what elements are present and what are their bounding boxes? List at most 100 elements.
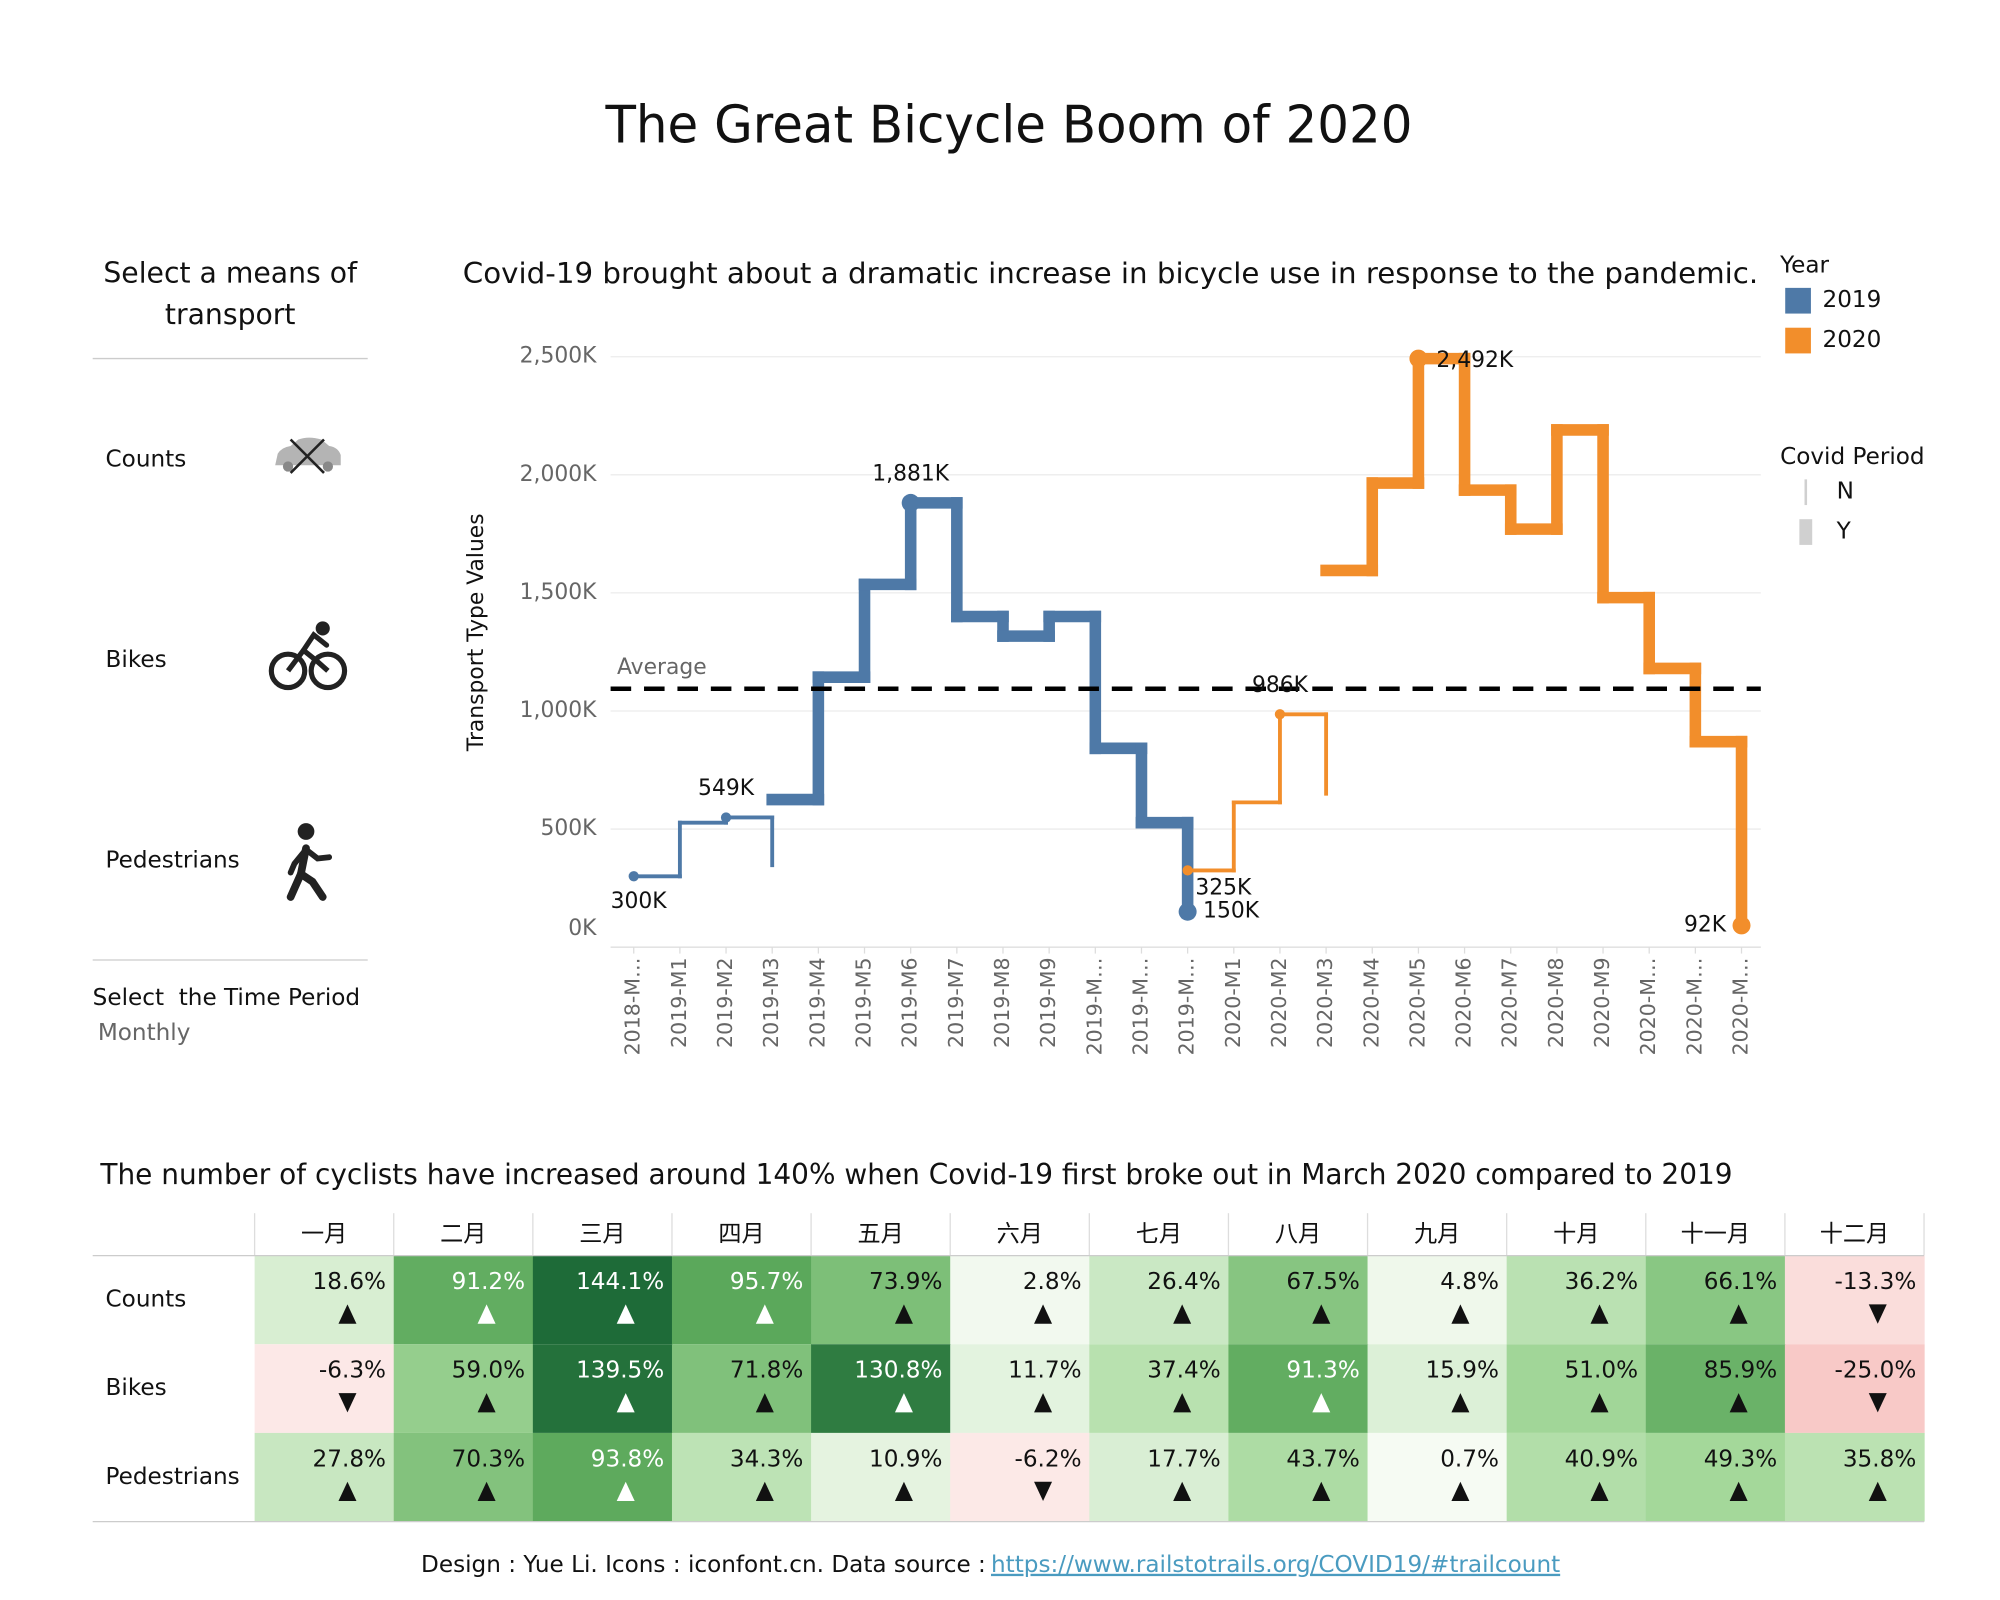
transport-option[interactable]: Pedestrians xyxy=(106,848,240,874)
point xyxy=(1732,916,1751,935)
cell-value: 71.8% xyxy=(730,1358,803,1384)
cell-value: 10.9% xyxy=(869,1446,942,1472)
x-tick-label: 2019-M2 xyxy=(713,957,737,1048)
size-legend-label: Y xyxy=(1836,519,1852,545)
pedestrian-icon[interactable] xyxy=(286,823,333,901)
down-arrow xyxy=(1868,1393,1887,1413)
legend-swatch xyxy=(1785,327,1811,354)
cell-value: 70.3% xyxy=(452,1446,525,1472)
up-arrow xyxy=(1729,1481,1748,1502)
up-arrow xyxy=(894,1481,913,1502)
value-label: 1,881K xyxy=(872,462,949,487)
heat-cell xyxy=(1645,1255,1786,1345)
up-arrow xyxy=(1451,1304,1470,1324)
cell-value: 91.2% xyxy=(452,1269,525,1295)
up-arrow xyxy=(616,1393,635,1413)
cell-value: 66.1% xyxy=(1704,1269,1777,1295)
value-label: 300K xyxy=(611,889,668,914)
heat-cell xyxy=(1645,1344,1786,1433)
heat-cell xyxy=(393,1344,534,1433)
heat-cell xyxy=(1228,1344,1369,1433)
heat-cell xyxy=(1089,1432,1230,1522)
column-header: 十月 xyxy=(1553,1222,1599,1248)
column-header: 七月 xyxy=(1136,1222,1182,1248)
up-arrow xyxy=(894,1393,913,1413)
y-tick-label: 2,000K xyxy=(520,462,597,487)
heat-cell xyxy=(1506,1432,1647,1522)
x-tick-label: 2020-M3 xyxy=(1313,957,1337,1048)
heat-cell xyxy=(532,1344,673,1433)
x-tick-label: 2020-M6 xyxy=(1452,957,1476,1048)
footer-credits: Design : Yue Li. Icons : iconfont.cn. Da… xyxy=(421,1552,986,1578)
heat-cell xyxy=(1784,1344,1925,1433)
point xyxy=(1274,709,1286,720)
cell-value: 139.5% xyxy=(576,1358,664,1384)
up-arrow xyxy=(1173,1304,1192,1324)
point xyxy=(1182,865,1193,876)
cell-value: 11.7% xyxy=(1008,1358,1081,1384)
cell-value: 51.0% xyxy=(1565,1358,1638,1384)
legend-title: Year xyxy=(1779,253,1829,279)
cell-value: 4.8% xyxy=(1440,1269,1499,1295)
value-label: 325K xyxy=(1195,875,1252,900)
cell-value: 35.8% xyxy=(1843,1446,1916,1472)
x-tick-label: 2019-M8 xyxy=(990,957,1014,1048)
x-tick-label: 2019-M5 xyxy=(852,957,876,1048)
heat-cell xyxy=(1367,1255,1508,1345)
column-header: 一月 xyxy=(301,1222,347,1248)
value-label: 2,492K xyxy=(1436,348,1513,373)
cell-value: -13.3% xyxy=(1834,1269,1916,1295)
heat-cell xyxy=(393,1255,534,1345)
cell-value: -25.0% xyxy=(1834,1358,1916,1384)
x-tick-label: 2019-M7 xyxy=(944,957,968,1048)
source-link[interactable]: https://www.railstotrails.org/COVID19/#t… xyxy=(991,1552,1560,1578)
column-header: 八月 xyxy=(1275,1222,1321,1248)
transport-option[interactable]: Bikes xyxy=(106,647,167,673)
car-icon[interactable] xyxy=(275,437,341,474)
y-tick-label: 2,500K xyxy=(520,344,597,369)
heat-cell xyxy=(1089,1255,1230,1345)
cell-value: 17.7% xyxy=(1147,1446,1220,1472)
up-arrow xyxy=(1590,1304,1609,1324)
up-arrow xyxy=(894,1304,913,1324)
heat-cell xyxy=(254,1432,395,1522)
cell-value: 0.7% xyxy=(1440,1446,1499,1472)
x-tick-label: 2020-M4 xyxy=(1359,957,1383,1048)
heat-cell xyxy=(254,1255,395,1345)
column-header: 十二月 xyxy=(1820,1222,1889,1248)
heat-cell xyxy=(811,1432,951,1522)
cell-value: 34.3% xyxy=(730,1446,803,1472)
cell-value: 67.5% xyxy=(1286,1269,1359,1295)
cell-value: 73.9% xyxy=(869,1269,942,1295)
up-arrow xyxy=(338,1481,357,1502)
value-label: 150K xyxy=(1203,899,1260,924)
x-tick-label: 2019-M6 xyxy=(898,957,922,1048)
cell-value: 27.8% xyxy=(313,1446,386,1472)
up-arrow xyxy=(338,1304,357,1324)
cell-value: 85.9% xyxy=(1704,1358,1777,1384)
bike-icon[interactable] xyxy=(268,621,348,691)
period-value[interactable]: Monthly xyxy=(98,1020,191,1046)
up-arrow xyxy=(477,1481,496,1502)
x-tick-label: 2020-M… xyxy=(1636,957,1660,1055)
up-arrow xyxy=(755,1393,774,1413)
heat-cell xyxy=(950,1255,1090,1345)
legend-label: 2020 xyxy=(1822,327,1881,353)
size-legend-swatch xyxy=(1799,519,1813,545)
x-tick-label: 2019-M… xyxy=(1082,957,1106,1055)
down-arrow xyxy=(338,1393,357,1413)
x-tick-label: 2020-M… xyxy=(1729,957,1753,1055)
average-label: Average xyxy=(617,655,707,680)
sidebar-heading-box: Select a means of transport xyxy=(103,258,357,331)
up-arrow xyxy=(1173,1393,1192,1413)
heat-cell xyxy=(393,1432,534,1522)
heat-cell xyxy=(532,1255,673,1345)
period-label: Select the Time Period xyxy=(93,985,360,1011)
transport-option[interactable]: Counts xyxy=(106,447,187,473)
x-tick-label: 2020-M1 xyxy=(1221,957,1245,1048)
row-header: Pedestrians xyxy=(106,1464,240,1490)
point xyxy=(720,812,732,823)
heatmap-table: 一月 二月 三月 四月 五月 六月 七月 八月 九月 十月 十一月 十二月 Counts 18.6% 91.… xyxy=(92,1213,1925,1523)
cell-value: 26.4% xyxy=(1147,1269,1220,1295)
cell-value: 130.8% xyxy=(854,1358,942,1384)
